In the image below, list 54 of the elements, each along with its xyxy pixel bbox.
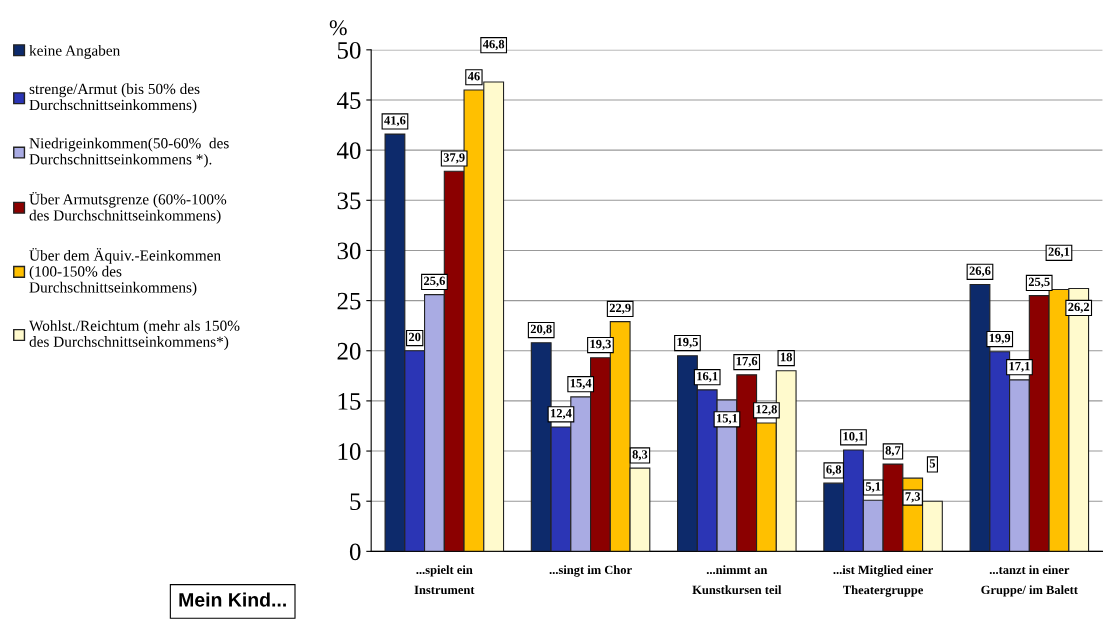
y-tick-label: 0 (349, 543, 361, 561)
data-label: 8,3 (632, 450, 648, 461)
x-tick-label: ...nimmt an Kunstkursen teil (692, 565, 782, 595)
legend-label: Wohlst./Reichtum (mehr als 150% des Durchschnittseinkommens*) (29, 320, 240, 350)
x-tick-label: ...ist Mitglied einer Theatergruppe (833, 565, 933, 597)
x-tick-label: ...singt im Chor (549, 565, 632, 577)
x-tick-label: ...tanzt in einer Gruppe/ im Balett (981, 565, 1078, 597)
legend-label: Über dem Äquiv.-Eeinkommen (100-150% des Durchschnittseinkommens) (29, 248, 221, 296)
y-tick-label: 50 (337, 41, 361, 59)
legend-label: Niedrigeinkommen(50-60% des Durchschnittseinkommens *). (29, 137, 229, 168)
data-label: 17,1 (1009, 361, 1030, 373)
data-label: 8,7 (885, 446, 901, 457)
data-label: 25,6 (424, 276, 446, 287)
data-label: 15,4 (570, 378, 592, 390)
data-label: 12,8 (756, 404, 777, 416)
data-label: 5,1 (865, 482, 881, 493)
y-tick-label: 35 (337, 192, 361, 210)
data-label: 25,5 (1028, 277, 1050, 288)
legend-label: strenge/Armut (bis 50% des Durchschnittseinkommens) (29, 83, 200, 114)
data-label: 20 (408, 332, 421, 342)
data-label: 17,6 (736, 356, 758, 368)
legend-label: Über Armutsgrenze (60%-100% des Durchschnittseinkommens) (29, 191, 227, 224)
y-tick-label: 40 (336, 142, 361, 160)
data-label: 5 (929, 459, 936, 468)
text: Mein Kind... (179, 592, 286, 607)
data-label: 26,2 (1068, 302, 1090, 313)
data-label: 20,8 (530, 324, 552, 335)
data-label: 16,1 (697, 371, 718, 383)
data-label: 18 (780, 352, 793, 362)
data-label: 22,9 (609, 303, 631, 314)
y-tick-label: 45 (336, 92, 361, 109)
y-tick-label: 10 (338, 443, 361, 460)
data-label: 41,6 (384, 116, 406, 127)
data-label: 6,8 (826, 465, 842, 476)
data-label: 37,9 (443, 153, 465, 164)
data-label: 46,8 (482, 39, 505, 51)
data-label: 19,3 (590, 339, 611, 351)
data-label: 15,1 (717, 414, 738, 425)
x-tick-label: ...spielt ein Instrument (414, 565, 475, 595)
y-axis-title: % (329, 20, 347, 36)
data-label: 19,9 (989, 333, 1011, 344)
data-label: 7,3 (905, 492, 921, 503)
data-label: 19,5 (677, 337, 698, 349)
y-tick-label: 30 (337, 242, 361, 260)
y-tick-label: 15 (338, 393, 361, 410)
data-label: 46 (467, 72, 480, 81)
data-label: 26,1 (1048, 247, 1070, 258)
data-label: 12,4 (551, 409, 572, 420)
legend-label: keine Angaben (29, 44, 121, 59)
data-label: 10,1 (843, 432, 864, 443)
y-tick-label: 5 (350, 493, 361, 511)
data-label: 26,6 (969, 266, 991, 277)
y-tick-label: 20 (337, 342, 361, 360)
y-tick-label: 25 (337, 292, 361, 310)
